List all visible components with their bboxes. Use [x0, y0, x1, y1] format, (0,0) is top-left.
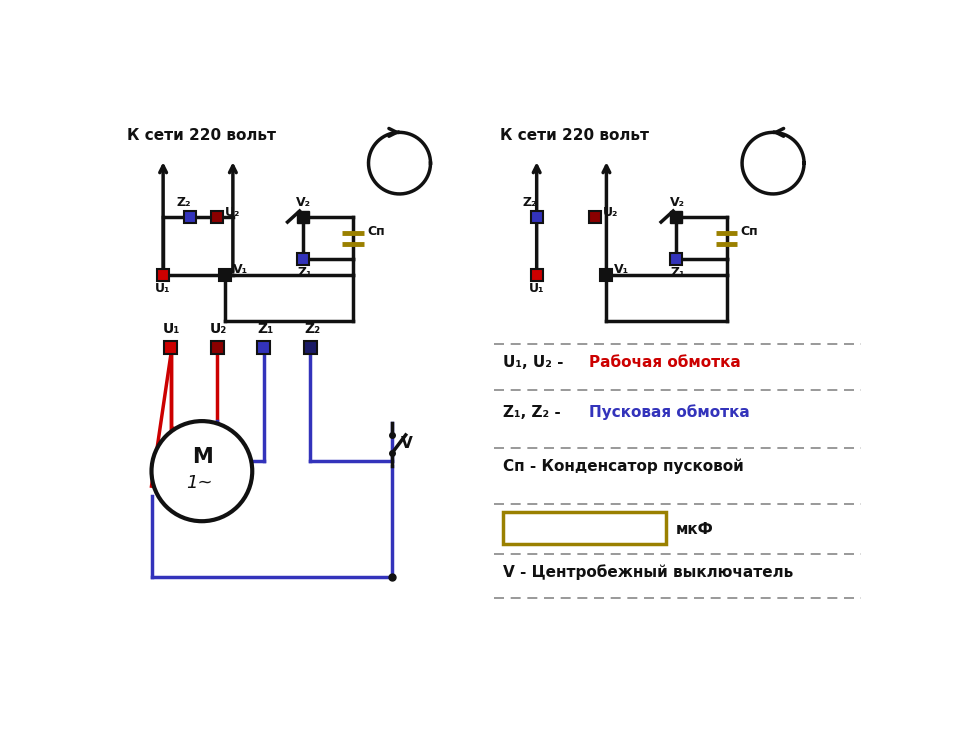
Text: U₁: U₁: [155, 282, 171, 295]
Bar: [670, 211, 683, 223]
Text: Рабочая обмотка: Рабочая обмотка: [589, 356, 740, 370]
Text: К сети 220 вольт: К сети 220 вольт: [126, 128, 276, 143]
Bar: [211, 341, 224, 355]
Text: Z₂: Z₂: [522, 196, 537, 208]
Text: мкФ: мкФ: [676, 522, 714, 537]
Text: U₂: U₂: [226, 206, 240, 218]
Text: V₁: V₁: [614, 263, 629, 276]
Bar: [164, 341, 177, 355]
Bar: [257, 341, 271, 355]
Text: М: М: [193, 448, 213, 467]
Text: U₁, U₂ -: U₁, U₂ -: [503, 356, 569, 370]
Text: U₁: U₁: [163, 322, 180, 335]
Text: V₂: V₂: [670, 196, 685, 208]
Text: U₂: U₂: [602, 206, 618, 218]
Text: Z₂: Z₂: [305, 322, 320, 335]
Text: U₁: U₁: [529, 282, 545, 295]
Text: U₂: U₂: [209, 322, 227, 335]
Bar: [589, 211, 601, 223]
Circle shape: [151, 421, 253, 521]
Text: Пусковая обмотка: Пусковая обмотка: [589, 404, 749, 420]
Bar: [601, 268, 612, 280]
Text: Z₁: Z₁: [671, 266, 685, 279]
Text: Сп: Сп: [740, 225, 758, 238]
Bar: [211, 211, 224, 223]
Text: Z₁: Z₁: [297, 266, 311, 279]
Bar: [297, 254, 308, 266]
Text: К сети 220 вольт: К сети 220 вольт: [500, 128, 649, 143]
Text: Сп - Конденсатор пусковой: Сп - Конденсатор пусковой: [503, 459, 744, 474]
Bar: [157, 268, 169, 280]
Bar: [670, 254, 683, 266]
Text: V: V: [401, 436, 413, 451]
Text: Сп: Сп: [367, 225, 385, 238]
Bar: [184, 211, 197, 223]
Bar: [304, 341, 317, 355]
Text: Z₁: Z₁: [257, 322, 274, 335]
Text: V₁: V₁: [233, 263, 248, 276]
Text: V - Центробежный выключатель: V - Центробежный выключатель: [503, 564, 793, 580]
Text: Z₁, Z₂ -: Z₁, Z₂ -: [503, 405, 567, 420]
Text: Z₂: Z₂: [176, 196, 191, 208]
Text: 1~: 1~: [186, 474, 213, 492]
Bar: [219, 268, 231, 280]
Bar: [530, 211, 543, 223]
Text: V₂: V₂: [296, 196, 311, 208]
Bar: [297, 211, 308, 223]
Bar: [530, 268, 543, 280]
Bar: [503, 512, 666, 544]
